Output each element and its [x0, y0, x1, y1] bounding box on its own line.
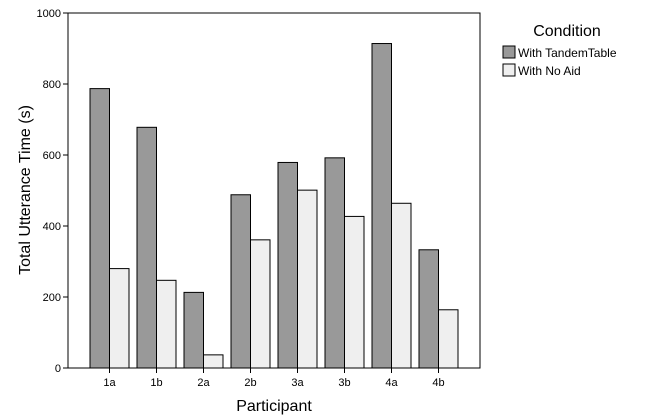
x-tick-label: 4a	[385, 377, 398, 389]
bars-group	[89, 43, 459, 369]
y-tick-labels: 0 200 400 600 800 1000	[37, 8, 68, 375]
bar-1a-with-no-aid	[109, 268, 130, 369]
bar-4b-with-tandemtable	[418, 249, 439, 369]
y-tick-label: 0	[55, 363, 61, 375]
bar-2b-with-no-aid	[250, 239, 271, 369]
x-tick-label: 2a	[197, 377, 210, 389]
plot-frame	[67, 12, 481, 369]
y-tick-label: 800	[43, 79, 61, 91]
bar-1a-with-tandemtable	[89, 88, 110, 369]
legend: Condition With TandemTable With No Aid	[502, 23, 617, 78]
x-tick-labels: 1a 1b 2a 2b 3a 3b 4a 4b	[103, 368, 445, 389]
x-tick-label: 3b	[338, 377, 350, 389]
x-tick-label: 2b	[244, 377, 256, 389]
x-tick-label: 3a	[291, 377, 304, 389]
bar-3a-with-no-aid	[297, 189, 318, 369]
y-tick-label: 600	[43, 150, 61, 162]
x-tick-label: 1a	[103, 377, 116, 389]
bar-4a-with-no-aid	[391, 202, 412, 369]
legend-title: Condition	[533, 23, 601, 40]
bar-1b-with-tandemtable	[136, 126, 157, 369]
legend-swatch-with-no-aid	[502, 63, 516, 77]
y-tick-label: 1000	[37, 8, 61, 20]
plot-border	[67, 12, 481, 369]
y-tick-label: 200	[43, 292, 61, 304]
x-axis-title: Participant	[236, 398, 312, 415]
bar-2b-with-tandemtable	[230, 194, 251, 369]
y-axis-title: Total Utterance Time (s)	[17, 105, 34, 275]
bar-3a-with-tandemtable	[277, 161, 298, 369]
bar-1b-with-no-aid	[156, 279, 177, 369]
legend-swatch-with-tandemtable	[502, 45, 516, 59]
bar-4a-with-tandemtable	[371, 43, 392, 369]
bar-2a-with-no-aid	[203, 354, 224, 369]
x-tick-label: 4b	[432, 377, 444, 389]
legend-label-with-no-aid: With No Aid	[518, 64, 581, 78]
bar-3b-with-no-aid	[344, 215, 365, 369]
legend-label-with-tandemtable: With TandemTable	[518, 46, 617, 60]
bar-4b-with-no-aid	[438, 309, 459, 369]
y-tick-label: 400	[43, 221, 61, 233]
bar-3b-with-tandemtable	[324, 157, 345, 369]
x-tick-label: 1b	[150, 377, 162, 389]
bar-2a-with-tandemtable	[183, 291, 204, 369]
